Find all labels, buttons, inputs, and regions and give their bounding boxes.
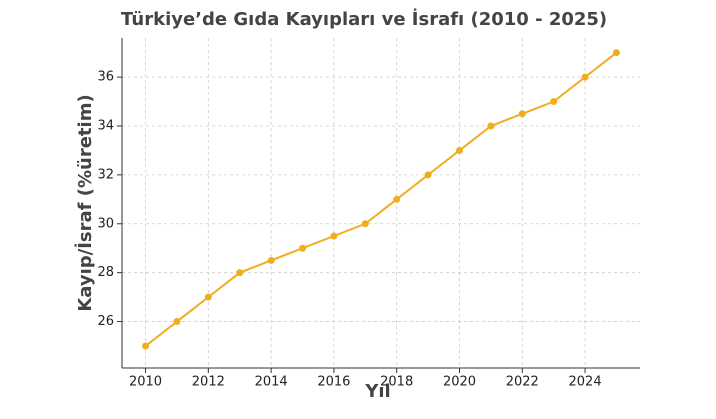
point (550, 98, 558, 106)
x-tick-label: 2024 (569, 375, 602, 390)
y-axis-label: Kayıp/İsraf (%üretim) (74, 94, 96, 311)
point (455, 146, 463, 154)
x-tick-label: 2014 (255, 375, 288, 390)
x-tick-label: 2012 (192, 375, 225, 390)
point (424, 171, 432, 179)
point (361, 220, 369, 228)
y-tick-label: 36 (97, 70, 114, 85)
point (142, 342, 150, 350)
y-tick-label: 28 (97, 265, 114, 280)
x-tick-label: 2010 (129, 375, 162, 390)
point (393, 195, 401, 203)
x-tick-label: 2022 (506, 375, 539, 390)
y-tick-label: 32 (97, 167, 114, 182)
point (330, 232, 338, 240)
point (299, 244, 307, 252)
point (612, 49, 620, 57)
point (204, 293, 212, 301)
y-tick-label: 34 (97, 119, 114, 134)
point (267, 256, 275, 264)
y-tick-label: 30 (97, 216, 114, 231)
chart-title: Türkiye’de Gıda Kayıpları ve İsrafı (201… (121, 8, 607, 30)
x-tick-label: 2016 (317, 375, 350, 390)
point (236, 269, 244, 277)
line (144, 51, 618, 347)
point (518, 110, 526, 118)
y-tick-label: 26 (97, 314, 114, 329)
x-axis-label: Yıl (364, 381, 390, 402)
x-tick-label: 2020 (443, 375, 476, 390)
x-tick-label: 2018 (380, 375, 413, 390)
point (487, 122, 495, 130)
point (581, 73, 589, 81)
point (173, 318, 181, 326)
